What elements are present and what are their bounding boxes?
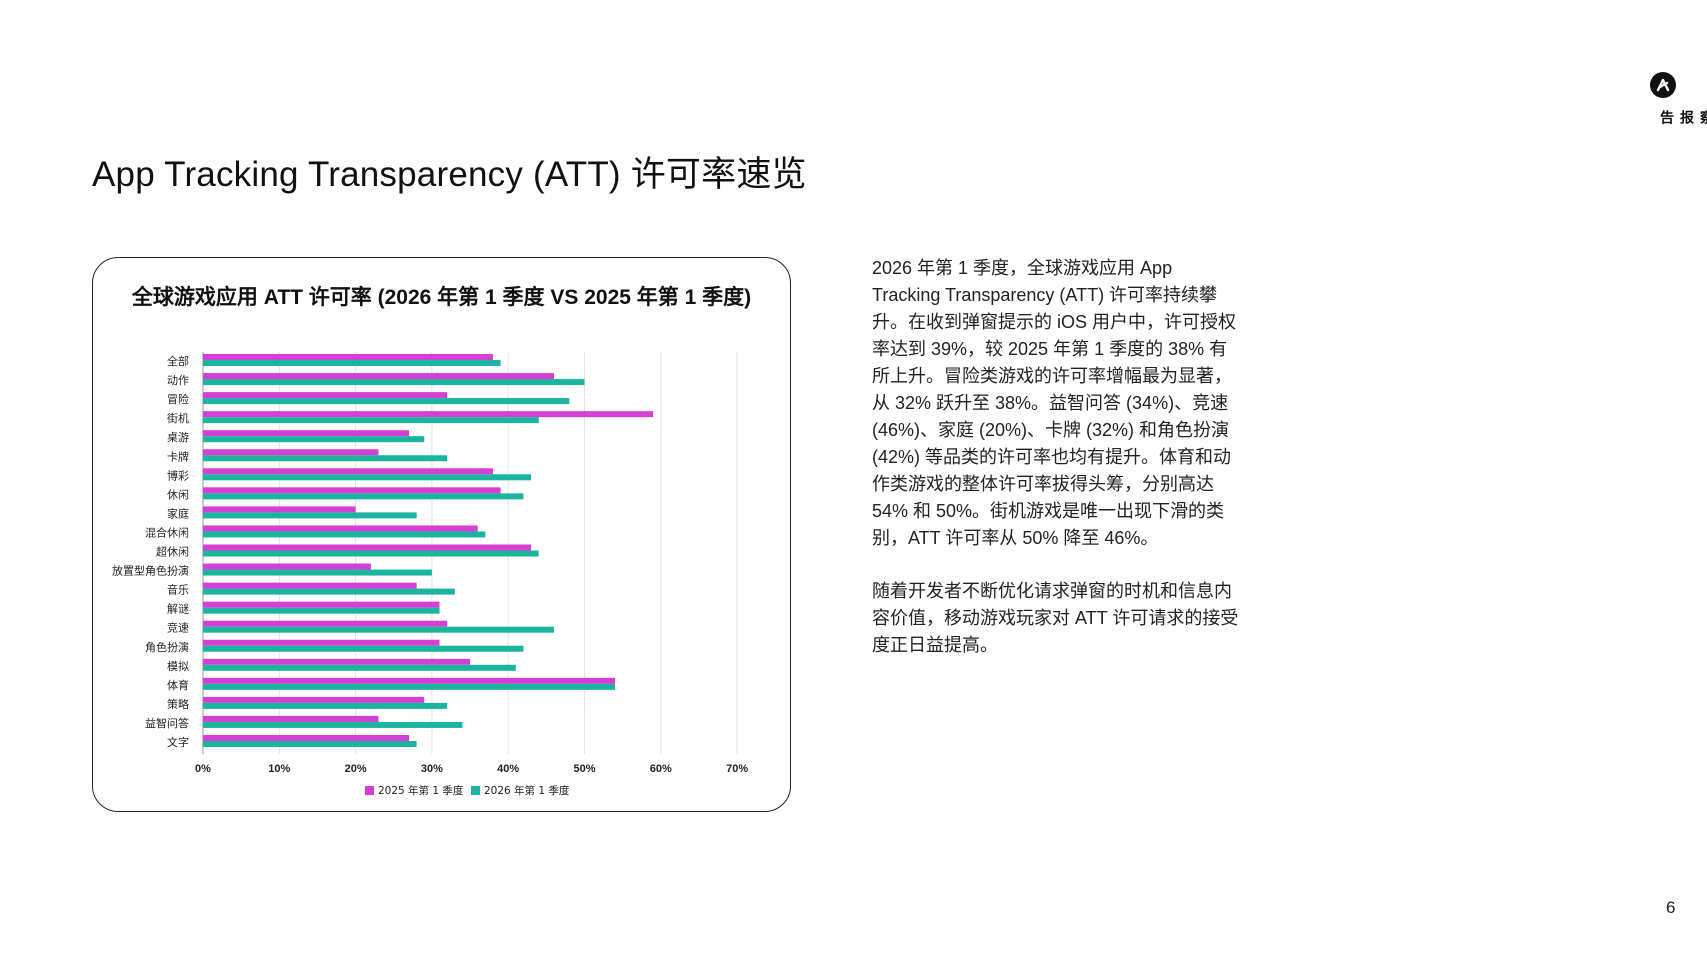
body-paragraph-1: 2026 年第 1 季度，全球游戏应用 App Tracking Transpa… (872, 258, 1237, 548)
bar (203, 512, 417, 519)
chart-card: 全球游戏应用 ATT 许可率 (2026 年第 1 季度 VS 2025 年第 … (92, 257, 791, 812)
bar (203, 626, 554, 633)
bar-chart: 0% 10% 20% 30% 40% 50% 60% 70% 全部动作冒险街机桌游卡牌博彩休闲家… (112, 352, 748, 797)
body-paragraph-2: 随着开发者不断优化请求弹窗的时机和信息内容价值，移动游戏玩家对 ATT 许可请求… (872, 581, 1239, 655)
bar (203, 735, 410, 741)
bar (203, 639, 440, 646)
y-category-label: 卡牌 (167, 449, 189, 463)
bar (203, 702, 448, 709)
y-category-label: 家庭 (167, 506, 189, 520)
x-tick-label: 70% (726, 763, 748, 775)
bar (203, 398, 570, 405)
bar (203, 569, 432, 576)
chart-title: 全球游戏应用 ATT 许可率 (2026 年第 1 季度 VS 2025 年第 … (131, 286, 752, 309)
y-category-label: 桌游 (167, 431, 189, 444)
bar (203, 417, 539, 424)
bar (203, 721, 463, 728)
bar (203, 544, 532, 551)
bar (203, 360, 501, 366)
x-tick-label: 0% (195, 763, 211, 775)
bar (203, 531, 486, 538)
y-category-label: 文字 (167, 735, 189, 749)
y-category-label: 体育 (167, 678, 189, 692)
bar (203, 354, 493, 360)
bar (203, 493, 524, 500)
bar (203, 373, 554, 380)
y-category-label: 音乐 (167, 583, 189, 597)
bar (203, 563, 371, 570)
y-category-label: 策略 (167, 697, 189, 711)
x-tick-label: 20% (345, 763, 367, 775)
x-tick-label: 30% (421, 763, 443, 775)
y-category-label: 竞速 (167, 621, 189, 635)
side-brand: 游戏应用洞察报告 (1649, 72, 1707, 125)
bar (203, 411, 654, 418)
bar (203, 379, 585, 386)
legend-label: 2025 年第 1 季度 (378, 784, 464, 797)
brand-logo-icon (1650, 72, 1676, 98)
bar (203, 506, 356, 513)
bar (203, 658, 471, 665)
bar (203, 582, 417, 589)
bar (203, 620, 448, 627)
y-category-label: 放置型角色扮演 (112, 564, 189, 578)
y-category-label: 街机 (167, 411, 189, 425)
page-title: App Tracking Transparency (ATT) 许可率速览 (92, 155, 807, 194)
x-tick-label: 10% (268, 763, 290, 775)
y-category-label: 角色扮演 (145, 640, 189, 654)
x-tick-label: 60% (650, 763, 672, 775)
legend-swatch (365, 786, 374, 796)
bar (203, 436, 425, 443)
y-category-label: 模拟 (167, 659, 189, 673)
bar (203, 550, 539, 557)
y-category-label: 全部 (167, 354, 189, 368)
bar (203, 601, 440, 608)
y-category-label: 休闲 (167, 487, 189, 501)
bar (203, 683, 616, 690)
bar (203, 455, 448, 462)
bar (203, 449, 379, 456)
legend-label: 2026 年第 1 季度 (484, 784, 570, 797)
bar (203, 664, 516, 671)
bar (203, 696, 425, 703)
x-tick-label: 50% (573, 763, 595, 775)
bar (203, 487, 501, 494)
legend-swatch (471, 786, 480, 796)
y-category-label: 混合休闲 (145, 525, 189, 539)
bar (203, 392, 448, 399)
y-category-label: 博彩 (167, 469, 189, 482)
bar (203, 645, 524, 652)
y-category-label: 动作 (167, 374, 189, 387)
y-category-label: 超休闲 (156, 545, 189, 559)
bar (203, 474, 532, 481)
y-category-label: 益智问答 (145, 716, 189, 730)
bar (203, 677, 616, 684)
bar (203, 468, 493, 475)
x-tick-label: 40% (497, 763, 519, 775)
bar (203, 715, 379, 722)
y-category-label: 冒险 (167, 392, 189, 406)
page-number: 6 (1666, 898, 1676, 917)
bar (203, 607, 440, 614)
bar (203, 525, 478, 532)
bar (203, 741, 417, 747)
bar (203, 588, 455, 595)
y-category-label: 解谜 (167, 602, 189, 616)
side-label: 游戏应用洞察报告 (1659, 110, 1707, 125)
bar (203, 430, 410, 437)
